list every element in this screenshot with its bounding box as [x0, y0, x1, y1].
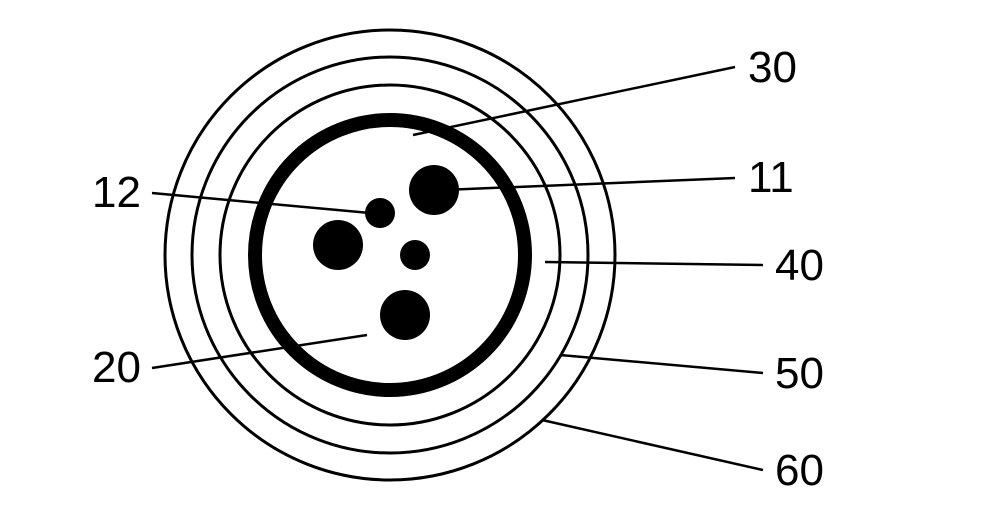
label-40: 40: [775, 241, 824, 290]
label-50: 50: [775, 349, 824, 398]
thick-ring: [255, 120, 525, 390]
label-60: 60: [775, 446, 824, 495]
large-dot-1: [313, 220, 363, 270]
label-11: 11: [748, 153, 794, 202]
label-12: 12: [92, 168, 141, 217]
small-dot-1: [400, 240, 430, 270]
label-30: 30: [748, 43, 797, 92]
cable-cross-section-diagram: 30 11 12 40 20 50 60: [0, 0, 1000, 511]
large-dot-2: [380, 290, 430, 340]
label-20: 20: [92, 343, 141, 392]
